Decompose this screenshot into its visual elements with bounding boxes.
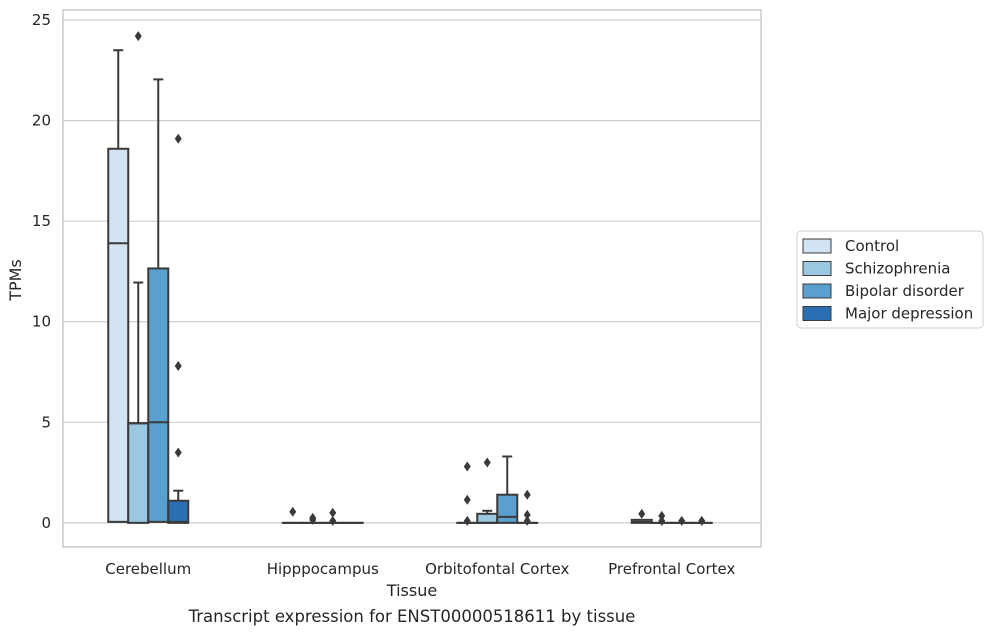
legend-entry-label: Schizophrenia — [845, 260, 950, 278]
box-control — [630, 508, 653, 524]
outlier-point — [309, 514, 317, 525]
y-tick-label: 25 — [32, 11, 51, 29]
outlier-point — [523, 509, 531, 520]
outlier-point — [463, 494, 471, 505]
legend-swatch — [802, 306, 832, 321]
outlier-point — [134, 31, 142, 42]
legend-swatch — [802, 283, 832, 299]
outlier-point — [174, 447, 182, 458]
outlier-point — [638, 508, 646, 519]
box-control — [281, 506, 304, 524]
outlier-point — [523, 515, 531, 526]
y-tick-label: 20 — [32, 112, 51, 130]
outlier-point — [698, 515, 706, 526]
box-body — [147, 267, 170, 523]
y-tick-labels: 0 5 10 15 20 25 — [32, 11, 51, 532]
outlier-point — [289, 506, 297, 517]
chart-caption: Transcript expression for ENST0000051861… — [188, 607, 636, 626]
plot-frame — [62, 9, 762, 548]
y-tick-label: 15 — [32, 212, 51, 230]
outlier-point — [658, 515, 666, 526]
outlier-point — [329, 515, 337, 526]
outlier-point — [174, 133, 182, 144]
legend-entry-label: Bipolar disorder — [845, 282, 965, 300]
x-axis-label: Tissue — [386, 581, 437, 600]
box-body — [496, 493, 519, 524]
box-body — [107, 147, 130, 523]
box-body — [127, 422, 150, 524]
box-series — [107, 31, 713, 526]
legend-entry-label: Control — [845, 237, 899, 255]
legend-swatch — [802, 238, 832, 254]
x-tick-label: Hipppocampus — [267, 560, 379, 578]
outlier-point — [483, 457, 491, 468]
box-body — [167, 499, 190, 524]
outlier-point — [174, 360, 182, 371]
box-bipolar-disorder — [147, 78, 170, 523]
box-major-depression — [690, 515, 713, 526]
box-schizophrenia — [301, 512, 324, 525]
x-tick-label: Orbitofontal Cortex — [425, 560, 569, 578]
outlier-point — [678, 515, 686, 526]
legend-entry-label: Major depression — [845, 305, 973, 323]
box-major-depression — [516, 489, 539, 526]
outlier-point — [463, 461, 471, 472]
x-tick-labels: Cerebellum Hipppocampus Orbitofontal Corte… — [105, 560, 735, 578]
y-tick-label: 0 — [41, 514, 51, 532]
box-control — [107, 49, 130, 523]
box-bipolar-disorder — [496, 455, 519, 524]
box-bipolar-disorder — [670, 515, 693, 526]
y-axis-label: TPMs — [6, 259, 25, 302]
y-tick-label: 5 — [41, 413, 51, 431]
box-body — [476, 512, 499, 524]
outlier-point — [523, 489, 531, 500]
x-tick-label: Prefrontal Cortex — [608, 560, 735, 578]
outlier-point — [658, 510, 666, 521]
outlier-point — [329, 507, 337, 518]
legend-frame — [796, 230, 984, 329]
legend: Control Schizophrenia Bipolar disorder Majo… — [796, 230, 984, 329]
x-tick-label: Cerebellum — [105, 560, 191, 578]
box-schizophrenia — [650, 510, 673, 526]
y-tick-label: 10 — [32, 313, 51, 331]
box-control — [456, 461, 479, 526]
box-schizophrenia — [476, 457, 499, 524]
legend-swatch — [802, 261, 832, 276]
box-major-depression — [167, 133, 190, 524]
outlier-point — [463, 515, 471, 526]
box-bipolar-disorder — [321, 507, 344, 526]
box-schizophrenia — [127, 31, 150, 524]
